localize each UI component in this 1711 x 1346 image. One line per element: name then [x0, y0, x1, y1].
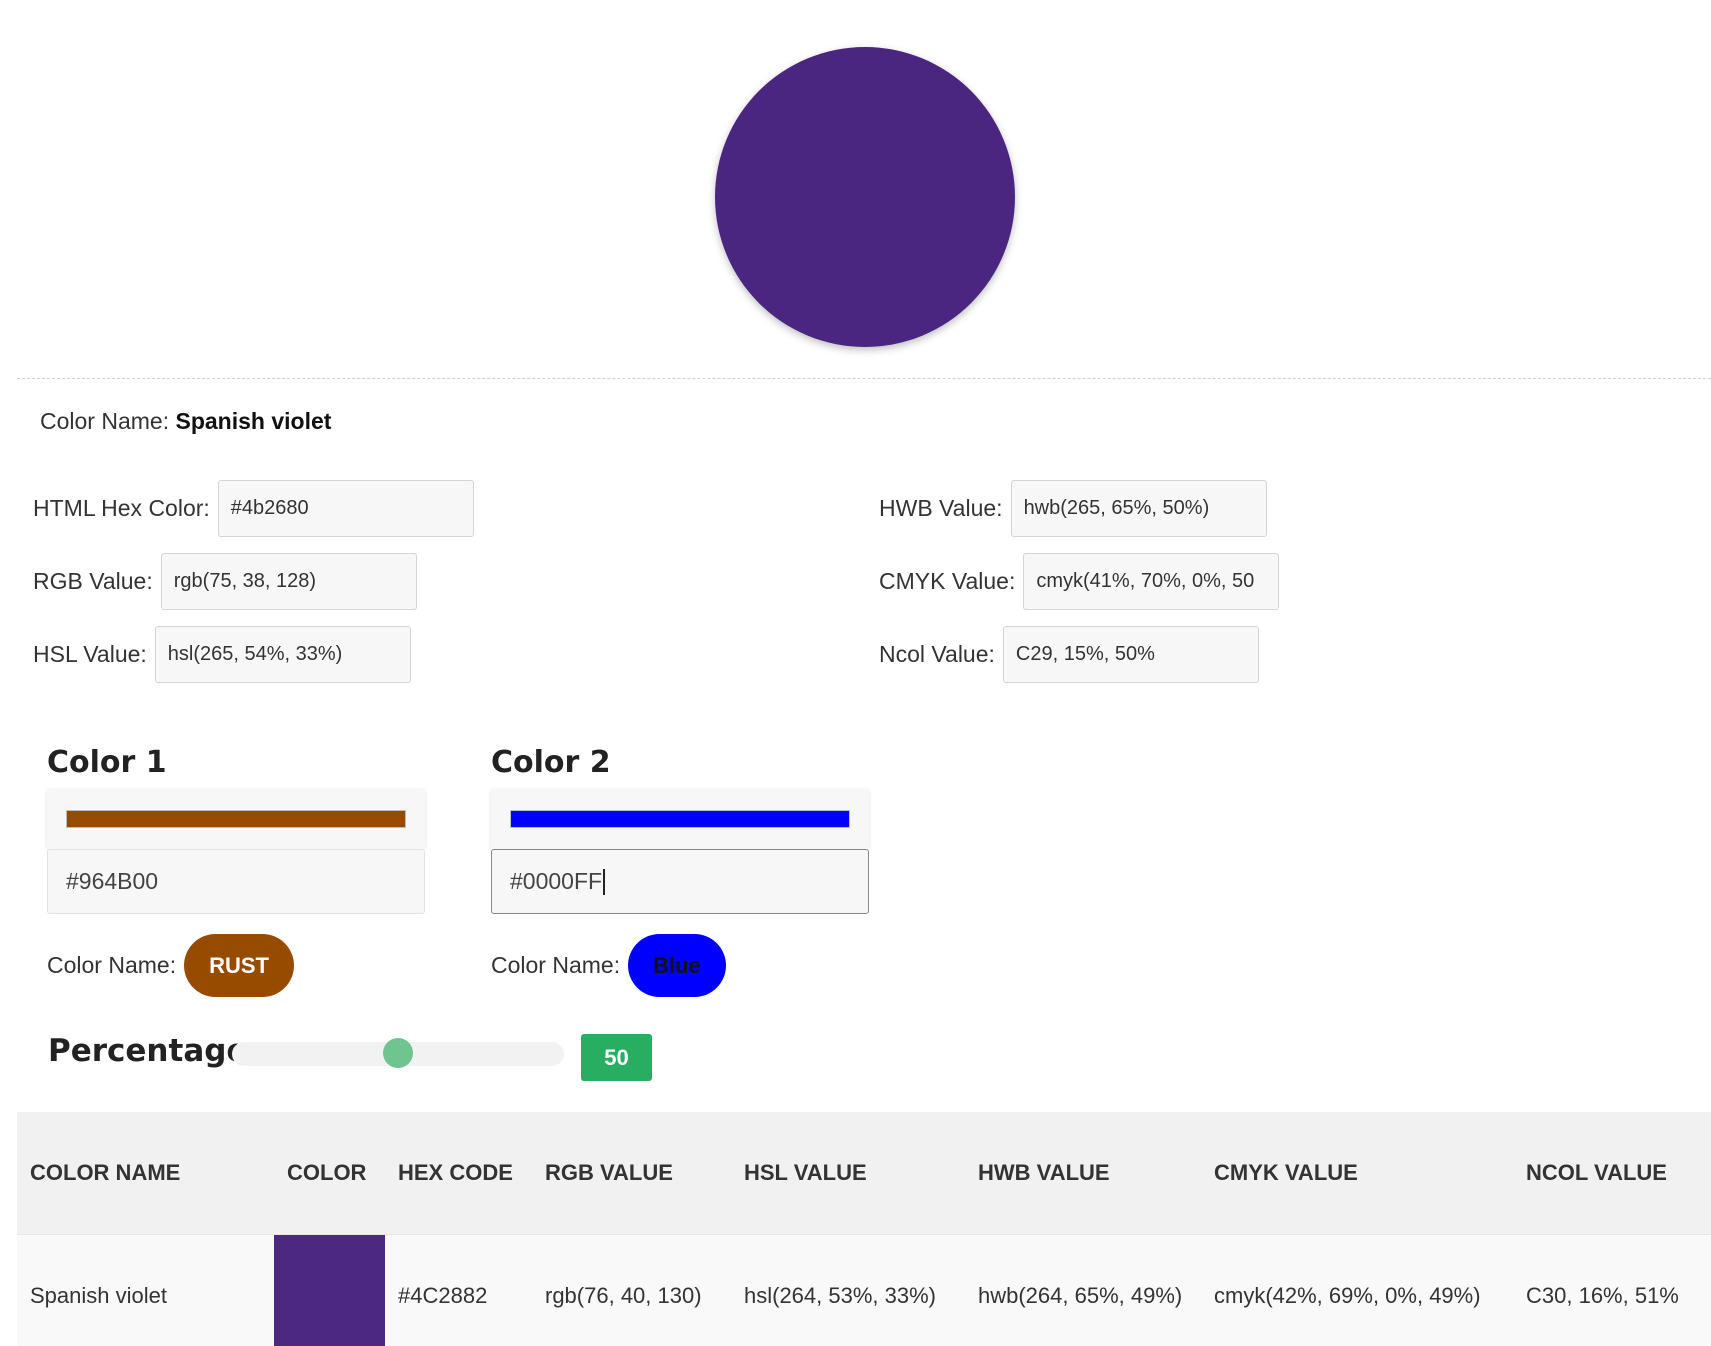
cell-cmyk-value: cmyk(42%, 69%, 0%, 49%) — [1201, 1233, 1513, 1346]
hwb-label: HWB Value: — [879, 495, 1003, 521]
cmyk-label: CMYK Value: — [879, 568, 1016, 594]
color1-title: Color 1 — [47, 745, 167, 780]
cell-color — [274, 1233, 385, 1346]
rgb-field: RGB Value: rgb(75, 38, 128) — [33, 553, 417, 610]
ncol-value-input[interactable]: C29, 15%, 50% — [1002, 626, 1259, 683]
color2-panel: Color 2 #0000FF Color Name: Blue — [491, 743, 869, 997]
percentage-label: Percentage — [48, 1033, 248, 1069]
color-name-value: Spanish violet — [175, 408, 332, 434]
color-preview-circle — [715, 47, 1015, 347]
color1-hex-text: #964B00 — [66, 868, 159, 894]
color1-swatch-bar[interactable] — [66, 810, 406, 828]
hex-field: HTML Hex Color: #4b2680 — [33, 480, 474, 537]
slider-thumb[interactable] — [383, 1038, 413, 1068]
header-rgb-value: RGB VALUE — [532, 1112, 731, 1234]
hwb-value-input[interactable]: hwb(265, 65%, 50%) — [1010, 480, 1267, 537]
color1-name-row: Color Name: RUST — [47, 934, 425, 997]
ncol-field: Ncol Value: C29, 15%, 50% — [879, 626, 1259, 683]
color1-name-text: RUST — [209, 952, 269, 978]
hwb-field: HWB Value: hwb(265, 65%, 50%) — [879, 480, 1267, 537]
rgb-value-input[interactable]: rgb(75, 38, 128) — [160, 553, 417, 610]
color2-name-text: Blue — [653, 952, 701, 978]
header-cmyk-value: CMYK VALUE — [1201, 1112, 1513, 1234]
color2-picker[interactable] — [491, 789, 869, 849]
hsl-field: HSL Value: hsl(265, 54%, 33%) — [33, 626, 411, 683]
current-color-name: Color Name: Spanish violet — [40, 408, 331, 435]
table-row: Spanish violet #4C2882 rgb(76, 40, 130) … — [17, 1233, 1711, 1346]
color1-name-badge: RUST — [184, 934, 294, 997]
color1-panel: Color 1 #964B00 Color Name: RUST — [47, 743, 425, 997]
text-caret — [603, 868, 606, 895]
hsl-value-input[interactable]: hsl(265, 54%, 33%) — [154, 626, 411, 683]
percentage-slider[interactable] — [232, 1038, 564, 1068]
header-ncol-value: NCOL VALUE — [1513, 1112, 1711, 1234]
color1-picker[interactable] — [47, 789, 425, 849]
color-name-label: Color Name: — [40, 408, 170, 434]
table-header-row: COLOR NAME COLOR HEX CODE RGB VALUE HSL … — [17, 1112, 1711, 1234]
color2-name-badge: Blue — [628, 934, 726, 997]
hsl-label: HSL Value: — [33, 641, 147, 667]
color2-hex-text: #0000FF — [510, 868, 603, 894]
cmyk-field: CMYK Value: cmyk(41%, 70%, 0%, 50 — [879, 553, 1280, 610]
header-hex-code: HEX CODE — [385, 1112, 532, 1234]
color2-name-row: Color Name: Blue — [491, 934, 869, 997]
color1-name-label: Color Name: — [47, 952, 177, 978]
cell-ncol-value: C30, 16%, 51% — [1513, 1233, 1711, 1346]
cell-color-name: Spanish violet — [17, 1233, 274, 1346]
rgb-label: RGB Value: — [33, 568, 153, 594]
color1-hex-input[interactable]: #964B00 — [47, 849, 425, 914]
result-table: COLOR NAME COLOR HEX CODE RGB VALUE HSL … — [17, 1112, 1711, 1346]
header-color-name: COLOR NAME — [17, 1112, 274, 1234]
result-color-swatch — [274, 1234, 385, 1346]
cell-hwb-value: hwb(264, 65%, 49%) — [965, 1233, 1201, 1346]
hex-label: HTML Hex Color: — [33, 495, 210, 521]
color2-title: Color 2 — [491, 745, 611, 780]
ncol-label: Ncol Value: — [879, 641, 995, 667]
color2-hex-input[interactable]: #0000FF — [491, 849, 869, 914]
header-hsl-value: HSL VALUE — [731, 1112, 965, 1234]
header-hwb-value: HWB VALUE — [965, 1112, 1201, 1234]
percentage-value-badge: 50 — [581, 1034, 652, 1081]
color2-name-label: Color Name: — [491, 952, 621, 978]
color2-swatch-bar[interactable] — [510, 810, 850, 828]
cell-hex-code: #4C2882 — [385, 1233, 532, 1346]
cell-rgb-value: rgb(76, 40, 130) — [532, 1233, 731, 1346]
hex-value-input[interactable]: #4b2680 — [217, 480, 474, 537]
header-color: COLOR — [274, 1112, 385, 1234]
section-divider — [17, 378, 1711, 379]
cell-hsl-value: hsl(264, 53%, 33%) — [731, 1233, 965, 1346]
cmyk-value-input[interactable]: cmyk(41%, 70%, 0%, 50 — [1023, 553, 1280, 610]
